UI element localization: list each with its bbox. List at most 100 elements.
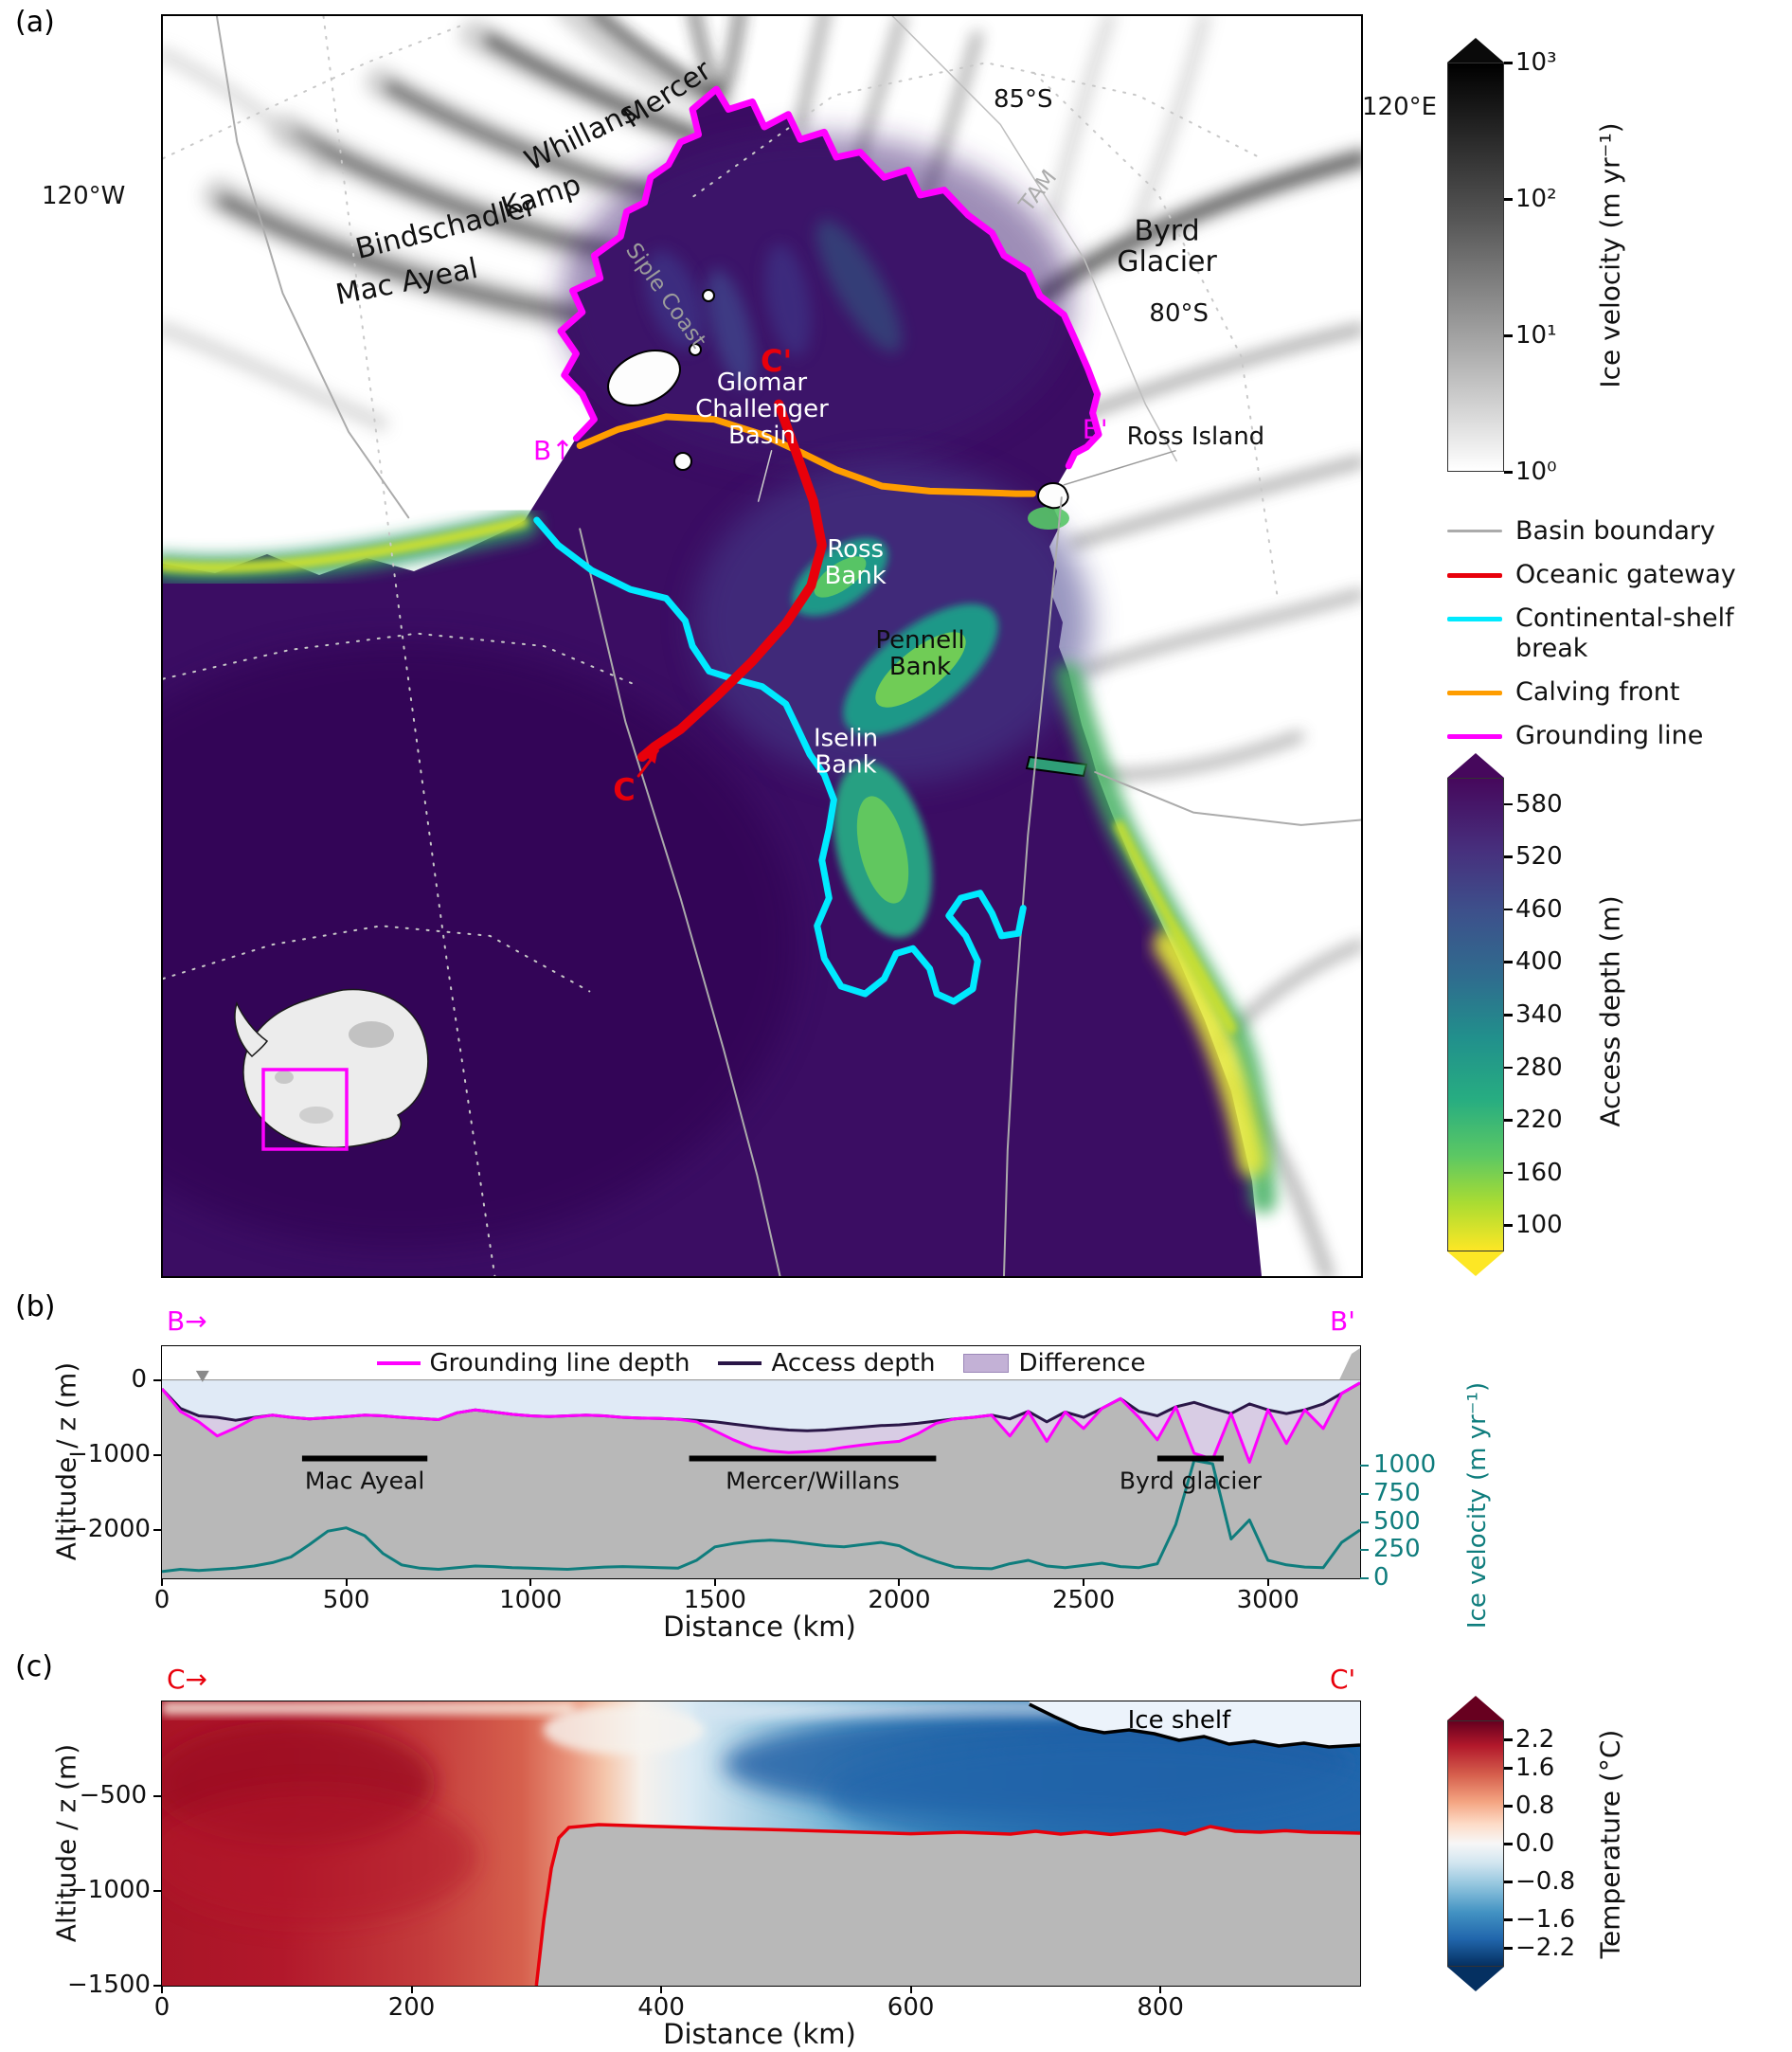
transect-c-start-label: C→ xyxy=(167,1664,208,1695)
y-tick-label: −2000 xyxy=(67,1514,151,1543)
grounding-line-depth-line xyxy=(162,1381,1360,1464)
legend-item-label: Difference xyxy=(1018,1349,1146,1377)
colorbar-gradient xyxy=(1447,1720,1504,1967)
y2-tick-label: 0 xyxy=(1373,1563,1389,1592)
colorbar-tick-mark xyxy=(1504,1738,1513,1741)
ice-velocity-colorbar-title: Ice velocity (m yr⁻¹) xyxy=(1594,122,1626,388)
basin-boundary-2 xyxy=(1003,496,1063,1276)
colorbar-tick-label: 340 xyxy=(1515,1000,1563,1029)
x-tick-mark xyxy=(713,1578,716,1586)
colorbar-gradient xyxy=(1447,63,1504,472)
x-tick-mark xyxy=(529,1578,532,1586)
map-annotation: Byrd Glacier xyxy=(1117,215,1217,279)
colorbar-tick-label: 2.2 xyxy=(1515,1725,1555,1754)
x-tick-label: 600 xyxy=(887,1993,935,2022)
map-annotation: Mac Ayeal xyxy=(333,252,481,312)
x-tick-mark xyxy=(1159,1986,1162,1993)
colorbar-extend-min xyxy=(1447,1967,1504,1991)
colorbar-tick-mark xyxy=(1504,1947,1513,1950)
colorbar-tick-mark xyxy=(1504,1918,1513,1921)
x-tick-label: 400 xyxy=(637,1993,685,2022)
legend-item: Continental-shelf break xyxy=(1447,603,1769,664)
x-tick-label: 2500 xyxy=(1051,1586,1116,1614)
y2-tick-mark xyxy=(1360,1549,1369,1552)
colorbar-tick-mark xyxy=(1504,1014,1513,1017)
shelf-break xyxy=(533,516,1027,1005)
x-tick-label: 2000 xyxy=(868,1586,931,1614)
coastal-shallows xyxy=(163,510,1277,1214)
colorbar-tick-mark xyxy=(1504,471,1513,474)
banks xyxy=(792,507,1088,938)
ice-shelf-fill xyxy=(1029,1701,1360,1747)
x-tick-label: 0 xyxy=(153,1993,170,2022)
graticule-1 xyxy=(322,16,496,1276)
graticule-3 xyxy=(1032,71,1279,597)
profile-marker xyxy=(195,1370,209,1382)
graticule-7 xyxy=(163,23,467,160)
ice-base-line xyxy=(1029,1702,1360,1749)
legend-line-sample xyxy=(718,1361,762,1365)
map-annotation: Iselin Bank xyxy=(814,725,878,780)
colorbar-tick-mark xyxy=(1504,334,1513,337)
colorbar-tick-label: −1.6 xyxy=(1515,1905,1576,1934)
calving-front xyxy=(576,413,1036,497)
panel-b-label: (b) xyxy=(15,1290,56,1323)
y2-tick-label: 1000 xyxy=(1373,1450,1437,1480)
colorbar-tick-label: 10⁰ xyxy=(1515,458,1557,486)
colorbar-tick-label: −2.2 xyxy=(1515,1934,1576,1962)
colorbar-tick-mark xyxy=(1504,1881,1513,1883)
x-tick-mark xyxy=(660,1986,663,1993)
legend-item-label: Continental-shelf break xyxy=(1515,603,1734,663)
profile-legend-item: Grounding line depth xyxy=(376,1349,690,1377)
ice-velocity-line xyxy=(162,1459,1360,1574)
temperature-colorbar: 2.2 1.6 0.8 0.0 −0.8 −1.6 −2.2 xyxy=(1447,1696,1575,1991)
colorbar-extend-max xyxy=(1447,38,1504,63)
ice-shelf-label: Ice shelf xyxy=(1128,1706,1231,1735)
x-tick-mark xyxy=(410,1986,413,1993)
access-depth-colorbar-title: Access depth (m) xyxy=(1594,895,1626,1127)
access-depth-colorbar: 580 520 460 400 340 280 220 160 100 xyxy=(1447,753,1563,1276)
x-tick-label: 0 xyxy=(153,1586,170,1614)
ross-island-pointer xyxy=(1063,450,1176,486)
y-tick-mark xyxy=(153,1453,162,1456)
y-tick-mark xyxy=(153,1890,162,1892)
colorbar-tick-label: 520 xyxy=(1515,842,1563,872)
panel-c-ylabel: Altitude / z (m) xyxy=(50,1743,82,1943)
oceanic-gateway xyxy=(637,399,827,762)
colorbar-tick-mark xyxy=(1504,908,1513,911)
map-annotation: C' xyxy=(761,343,792,379)
legend-item: Calving front xyxy=(1447,677,1769,708)
colorbar-tick-label: 280 xyxy=(1515,1053,1563,1082)
ice-velocity-streams xyxy=(163,16,1361,1276)
panel-b-ylabel: Altitude / z (m) xyxy=(50,1361,82,1561)
map-base-art xyxy=(163,16,1361,1276)
map-annotation: B' xyxy=(1083,414,1108,445)
colorbar-tick-label: 1.6 xyxy=(1515,1754,1555,1782)
panel-c-label: (c) xyxy=(15,1650,53,1683)
x-tick-label: 500 xyxy=(322,1586,370,1614)
y2-tick-mark xyxy=(1360,1521,1369,1523)
legend-line-sample xyxy=(1447,573,1502,578)
y-tick-label: −1000 xyxy=(67,1439,151,1468)
colorbar-tick-mark xyxy=(1504,855,1513,858)
legend-line-sample xyxy=(1447,530,1502,532)
x-tick-mark xyxy=(345,1578,348,1586)
legend-item-label: Basin boundary xyxy=(1515,516,1715,546)
x-tick-mark xyxy=(1083,1578,1085,1586)
seafloor-line xyxy=(534,1823,1360,1986)
colorbar-tick-label: 220 xyxy=(1515,1106,1563,1135)
temperature-colorbar-title: Temperature (°C) xyxy=(1594,1729,1626,1959)
profile-legend-item: Access depth xyxy=(718,1349,935,1377)
glacier-bar-label: Mercer/Willans xyxy=(726,1467,900,1495)
colorbar-extend-min xyxy=(1447,1251,1504,1276)
profile-chart-legend: Grounding line depth Access depth Differen… xyxy=(376,1349,1146,1377)
grounding-line xyxy=(557,85,1102,470)
temperature-section-panel: Ice shelf −500 −1000 −1500 0 200 400 600 800 xyxy=(67,1701,1361,2022)
map-annotation: Pennell Bank xyxy=(875,626,964,681)
longitude-label-east: 120°E xyxy=(1362,93,1438,121)
colorbar-tick-mark xyxy=(1504,1066,1513,1070)
graticule-5 xyxy=(163,925,591,993)
colorbar-gradient xyxy=(1447,778,1504,1251)
